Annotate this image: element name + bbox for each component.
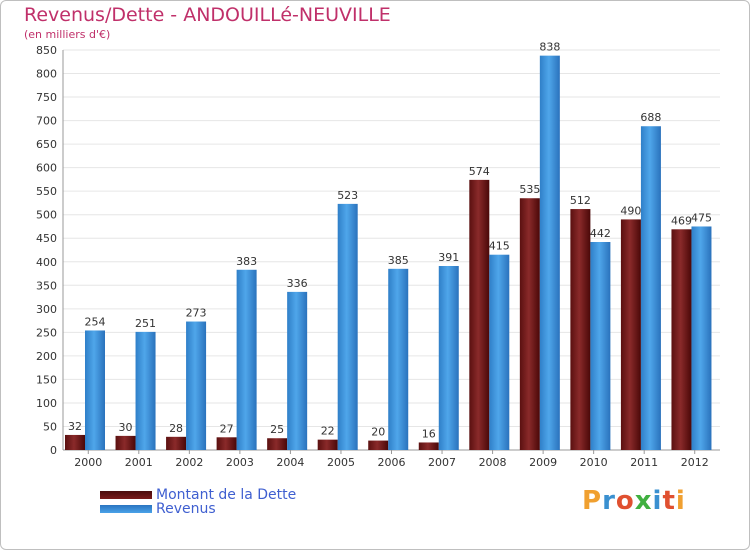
bar-dette bbox=[166, 436, 187, 450]
y-tick-label: 0 bbox=[50, 444, 57, 457]
logo-letter: t bbox=[662, 486, 676, 516]
data-label-dette: 25 bbox=[270, 423, 284, 436]
x-tick-label: 2007 bbox=[428, 456, 456, 469]
x-tick-label: 2002 bbox=[175, 456, 203, 469]
logo-letter: o bbox=[615, 486, 635, 516]
bar-revenus bbox=[388, 268, 409, 450]
bar-dette bbox=[317, 439, 338, 450]
logo-letter: x bbox=[634, 486, 653, 516]
bar-revenus bbox=[135, 331, 156, 450]
data-label-revenus: 391 bbox=[438, 251, 459, 264]
y-tick-label: 800 bbox=[36, 68, 57, 81]
y-tick-label: 550 bbox=[36, 185, 57, 198]
x-tick-label: 2010 bbox=[580, 456, 608, 469]
bar-revenus bbox=[236, 269, 257, 450]
data-label-revenus: 385 bbox=[388, 254, 409, 267]
y-tick-label: 350 bbox=[36, 279, 57, 292]
data-label-revenus: 523 bbox=[337, 189, 358, 202]
data-label-revenus: 336 bbox=[287, 277, 308, 290]
bar-dette bbox=[65, 434, 85, 450]
bar-dette bbox=[216, 437, 237, 450]
chart-title: Revenus/Dette - ANDOUILLé-NEUVILLE bbox=[24, 4, 391, 26]
legend-label-revenus: Revenus bbox=[156, 501, 216, 517]
x-tick-label: 2001 bbox=[125, 456, 153, 469]
y-tick-label: 200 bbox=[36, 350, 57, 363]
data-label-dette: 20 bbox=[371, 426, 385, 439]
x-tick-label: 2005 bbox=[327, 456, 355, 469]
data-label-dette: 512 bbox=[570, 194, 591, 207]
logo-letter: i bbox=[652, 486, 663, 516]
y-tick-label: 500 bbox=[36, 209, 57, 222]
data-label-dette: 490 bbox=[620, 204, 641, 217]
data-label-revenus: 254 bbox=[85, 315, 106, 328]
data-label-dette: 30 bbox=[119, 421, 133, 434]
x-tick-label: 2003 bbox=[226, 456, 254, 469]
bar-revenus bbox=[287, 291, 308, 450]
bar-revenus bbox=[438, 266, 459, 450]
y-tick-label: 450 bbox=[36, 232, 57, 245]
bar-dette bbox=[620, 219, 641, 450]
chart-subtitle: (en milliers d'€) bbox=[24, 28, 111, 41]
legend-swatch-revenus bbox=[100, 505, 152, 513]
data-label-dette: 574 bbox=[469, 165, 490, 178]
bar-dette bbox=[570, 209, 591, 450]
logo-letter: r bbox=[602, 486, 616, 516]
data-label-revenus: 838 bbox=[539, 41, 560, 54]
y-tick-label: 50 bbox=[43, 420, 57, 433]
data-label-revenus: 273 bbox=[186, 307, 207, 320]
legend-swatch-dette bbox=[100, 491, 152, 499]
data-label-dette: 22 bbox=[321, 425, 335, 438]
y-tick-label: 650 bbox=[36, 138, 57, 151]
x-tick-label: 2012 bbox=[681, 456, 709, 469]
bar-revenus bbox=[85, 330, 105, 450]
bar-revenus bbox=[337, 203, 358, 450]
data-label-revenus: 442 bbox=[590, 227, 611, 240]
data-label-dette: 535 bbox=[519, 183, 540, 196]
legend-label-dette: Montant de la Dette bbox=[156, 487, 297, 503]
data-label-revenus: 383 bbox=[236, 255, 257, 268]
bar-dette bbox=[469, 179, 490, 450]
proxiti-logo: Proxiti bbox=[582, 486, 686, 516]
bar-revenus bbox=[186, 321, 207, 450]
x-tick-label: 2008 bbox=[479, 456, 507, 469]
data-label-dette: 469 bbox=[671, 214, 692, 227]
bar-dette bbox=[671, 229, 692, 450]
y-tick-label: 750 bbox=[36, 91, 57, 104]
bar-dette bbox=[368, 440, 389, 450]
bar-dette bbox=[519, 198, 540, 450]
bar-dette bbox=[267, 438, 288, 450]
data-label-dette: 27 bbox=[220, 422, 234, 435]
y-tick-label: 300 bbox=[36, 303, 57, 316]
x-tick-label: 2009 bbox=[529, 456, 557, 469]
data-label-dette: 16 bbox=[422, 427, 436, 440]
data-label-revenus: 688 bbox=[640, 111, 661, 124]
x-tick-label: 2000 bbox=[74, 456, 102, 469]
bar-dette bbox=[115, 435, 136, 450]
y-tick-label: 100 bbox=[36, 397, 57, 410]
bar-revenus bbox=[640, 126, 661, 450]
y-tick-label: 150 bbox=[36, 373, 57, 386]
bar-revenus bbox=[539, 55, 560, 450]
data-label-dette: 28 bbox=[169, 422, 183, 435]
logo-letter: P bbox=[582, 486, 603, 516]
x-tick-label: 2011 bbox=[630, 456, 658, 469]
data-label-revenus: 415 bbox=[489, 240, 510, 253]
bar-dette bbox=[418, 442, 439, 450]
logo-letter: i bbox=[675, 486, 686, 516]
data-label-revenus: 251 bbox=[135, 317, 156, 330]
bar-revenus bbox=[691, 226, 712, 450]
x-tick-label: 2006 bbox=[378, 456, 406, 469]
y-tick-label: 250 bbox=[36, 326, 57, 339]
x-tick-label: 2004 bbox=[276, 456, 304, 469]
y-tick-label: 600 bbox=[36, 162, 57, 175]
data-label-dette: 32 bbox=[68, 420, 82, 433]
y-tick-label: 850 bbox=[36, 44, 57, 57]
data-label-revenus: 475 bbox=[691, 211, 712, 224]
bar-revenus bbox=[590, 242, 611, 450]
y-tick-label: 400 bbox=[36, 256, 57, 269]
bar-revenus bbox=[489, 254, 510, 450]
y-tick-label: 700 bbox=[36, 115, 57, 128]
